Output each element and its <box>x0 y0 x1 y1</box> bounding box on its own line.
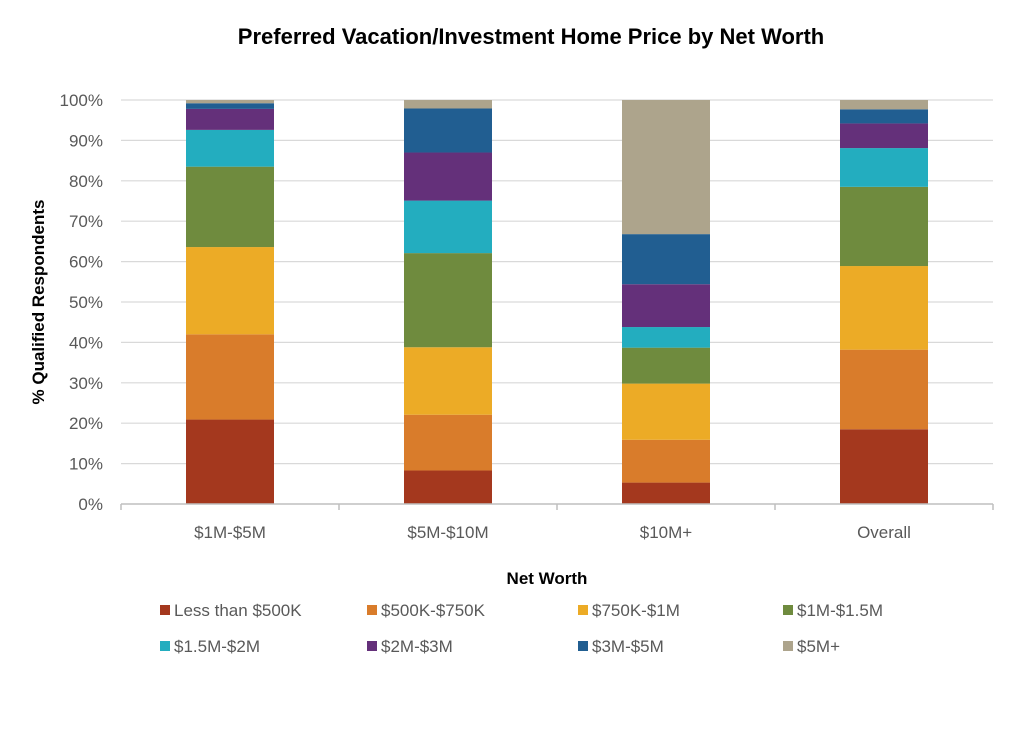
bar-segment <box>622 482 710 504</box>
y-tick-label: 90% <box>69 131 103 150</box>
legend-label: $1M-$1.5M <box>797 601 883 620</box>
bars <box>186 100 928 504</box>
legend-swatch <box>783 641 793 651</box>
x-tick-label: Overall <box>857 523 911 542</box>
bar-segment <box>840 109 928 124</box>
legend-swatch <box>578 605 588 615</box>
x-axis-tick-labels: $1M-$5M $5M-$10M $10M+ Overall <box>194 523 911 542</box>
y-tick-label: 50% <box>69 293 103 312</box>
bar-segment <box>622 347 710 384</box>
y-tick-label: 80% <box>69 172 103 191</box>
legend-label: $2M-$3M <box>381 637 453 656</box>
bar-segment <box>622 327 710 348</box>
bar-segment <box>622 383 710 440</box>
chart-title: Preferred Vacation/Investment Home Price… <box>238 24 824 49</box>
bar-segment <box>186 247 274 335</box>
legend-swatch <box>160 641 170 651</box>
y-tick-label: 20% <box>69 414 103 433</box>
legend-label: $500K-$750K <box>381 601 486 620</box>
x-tick-label: $1M-$5M <box>194 523 266 542</box>
bar-segment <box>404 108 492 153</box>
y-axis-label: % Qualified Respondents <box>29 200 48 405</box>
bar-segment <box>186 103 274 109</box>
legend-swatch <box>578 641 588 651</box>
x-axis-ticks <box>120 504 994 510</box>
y-tick-label: 0% <box>78 495 103 514</box>
y-tick-label: 10% <box>69 455 103 474</box>
bar-segment <box>186 129 274 167</box>
bar-segment <box>404 200 492 254</box>
y-tick-label: 40% <box>69 333 103 352</box>
bar-segment <box>186 100 274 104</box>
legend-swatch <box>367 641 377 651</box>
x-axis-label: Net Worth <box>507 569 588 588</box>
legend-label: $5M+ <box>797 637 840 656</box>
x-tick-label: $5M-$10M <box>407 523 488 542</box>
bar-segment <box>186 334 274 420</box>
y-tick-label: 30% <box>69 374 103 393</box>
y-tick-label: 100% <box>60 91 103 110</box>
y-axis-tick-labels: 0% 10% 20% 30% 40% 50% 60% 70% 80% 90% 100% <box>60 91 103 514</box>
y-tick-label: 60% <box>69 253 103 272</box>
legend-label: $750K-$1M <box>592 601 680 620</box>
legend: Less than $500K $500K-$750K $750K-$1M $1M-$… <box>160 601 883 656</box>
bar-segment <box>622 234 710 285</box>
bar-segment <box>186 108 274 130</box>
bar-segment <box>404 470 492 504</box>
bar-segment <box>840 429 928 504</box>
bar-segment <box>186 166 274 248</box>
bar-segment <box>622 439 710 483</box>
bar-segment <box>404 347 492 415</box>
bar-segment <box>840 186 928 267</box>
x-tick-label: $10M+ <box>640 523 693 542</box>
y-tick-label: 70% <box>69 212 103 231</box>
legend-label: Less than $500K <box>174 601 302 620</box>
bar-segment <box>404 414 492 471</box>
bar-segment <box>404 253 492 348</box>
legend-label: $3M-$5M <box>592 637 664 656</box>
bar-segment <box>622 284 710 328</box>
bar-segment <box>840 123 928 149</box>
bar-segment <box>404 152 492 201</box>
legend-swatch <box>367 605 377 615</box>
bar-segment <box>622 100 710 235</box>
bar-segment <box>840 100 928 110</box>
bar-segment <box>186 419 274 504</box>
bar-segment <box>840 148 928 187</box>
legend-swatch <box>783 605 793 615</box>
bar-segment <box>840 266 928 350</box>
legend-swatch <box>160 605 170 615</box>
bar-segment <box>840 349 928 430</box>
bar-segment <box>404 100 492 109</box>
legend-label: $1.5M-$2M <box>174 637 260 656</box>
